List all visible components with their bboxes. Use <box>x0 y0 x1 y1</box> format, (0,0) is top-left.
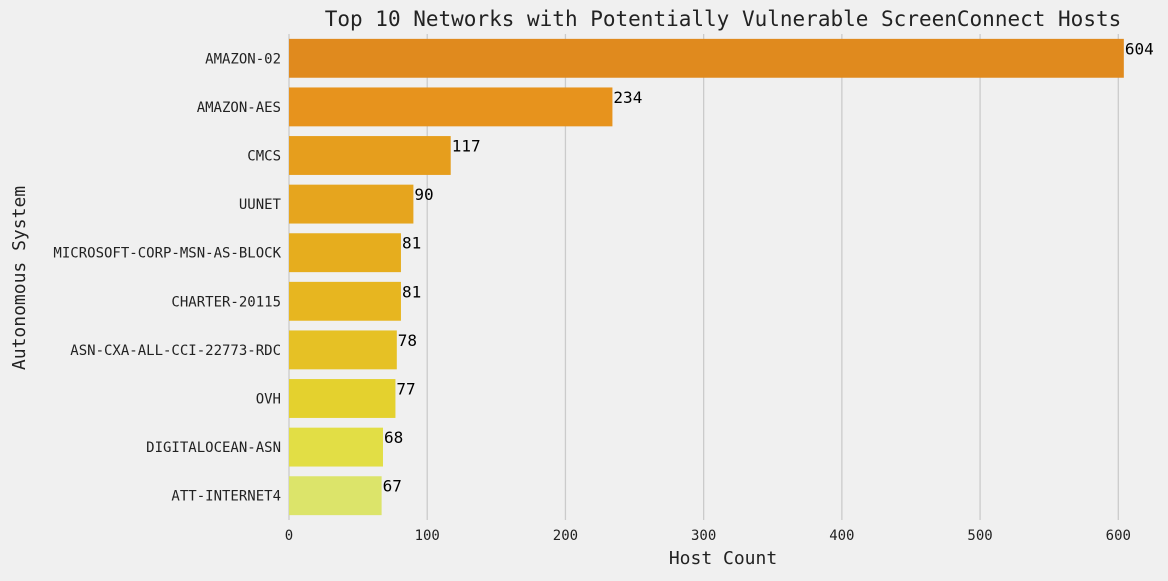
x-axis-label: Host Count <box>669 548 777 569</box>
data-label: 81 <box>402 234 421 253</box>
data-label: 68 <box>384 428 403 447</box>
data-label: 604 <box>1125 39 1154 58</box>
y-tick-label: ASN-CXA-ALL-CCI-22773-RDC <box>70 343 281 359</box>
y-tick-label: MICROSOFT-CORP-MSN-AS-BLOCK <box>53 246 281 262</box>
bar <box>289 476 382 516</box>
bar <box>289 330 397 370</box>
data-label: 234 <box>613 88 642 107</box>
data-label: 78 <box>398 331 417 350</box>
x-tick-label: 0 <box>285 528 293 544</box>
y-tick-label: UUNET <box>239 197 282 213</box>
data-label: 77 <box>396 380 415 399</box>
y-tick-label: AMAZON-02 <box>205 51 281 67</box>
y-tick-label: AMAZON-AES <box>197 100 281 116</box>
bars <box>289 38 1124 516</box>
bar <box>289 136 451 175</box>
y-tick-label: CHARTER-20115 <box>171 294 281 310</box>
y-tick-label: CMCS <box>247 149 281 165</box>
data-label: 90 <box>414 185 433 204</box>
x-tick-label: 300 <box>691 528 716 544</box>
y-tick-label: OVH <box>256 392 281 408</box>
x-tick-label: 400 <box>829 528 854 544</box>
y-axis-label: Autonomous System <box>9 186 30 370</box>
bar <box>289 233 401 273</box>
data-labels: 604 234 117 90 81 81 78 77 68 67 <box>383 39 1154 495</box>
y-tick-label: DIGITALOCEAN-ASN <box>146 440 281 456</box>
data-label: 117 <box>452 137 481 156</box>
y-tick-label: ATT-INTERNET4 <box>171 489 281 505</box>
x-tick-label: 200 <box>553 528 578 544</box>
x-tick-labels: 0 100 200 300 400 500 600 <box>285 528 1131 544</box>
x-tick-label: 600 <box>1106 528 1131 544</box>
bar <box>289 38 1124 78</box>
bar <box>289 379 396 418</box>
bar <box>289 87 613 127</box>
chart-title: Top 10 Networks with Potentially Vulnera… <box>325 7 1122 31</box>
y-tick-labels: AMAZON-02 AMAZON-AES CMCS UUNET MICROSOFT-CO… <box>53 51 281 504</box>
data-label: 81 <box>402 282 421 301</box>
bar <box>289 184 414 224</box>
bar <box>289 427 383 467</box>
data-label: 67 <box>383 477 402 496</box>
bar <box>289 281 401 321</box>
x-tick-label: 100 <box>415 528 440 544</box>
x-tick-label: 500 <box>967 528 992 544</box>
